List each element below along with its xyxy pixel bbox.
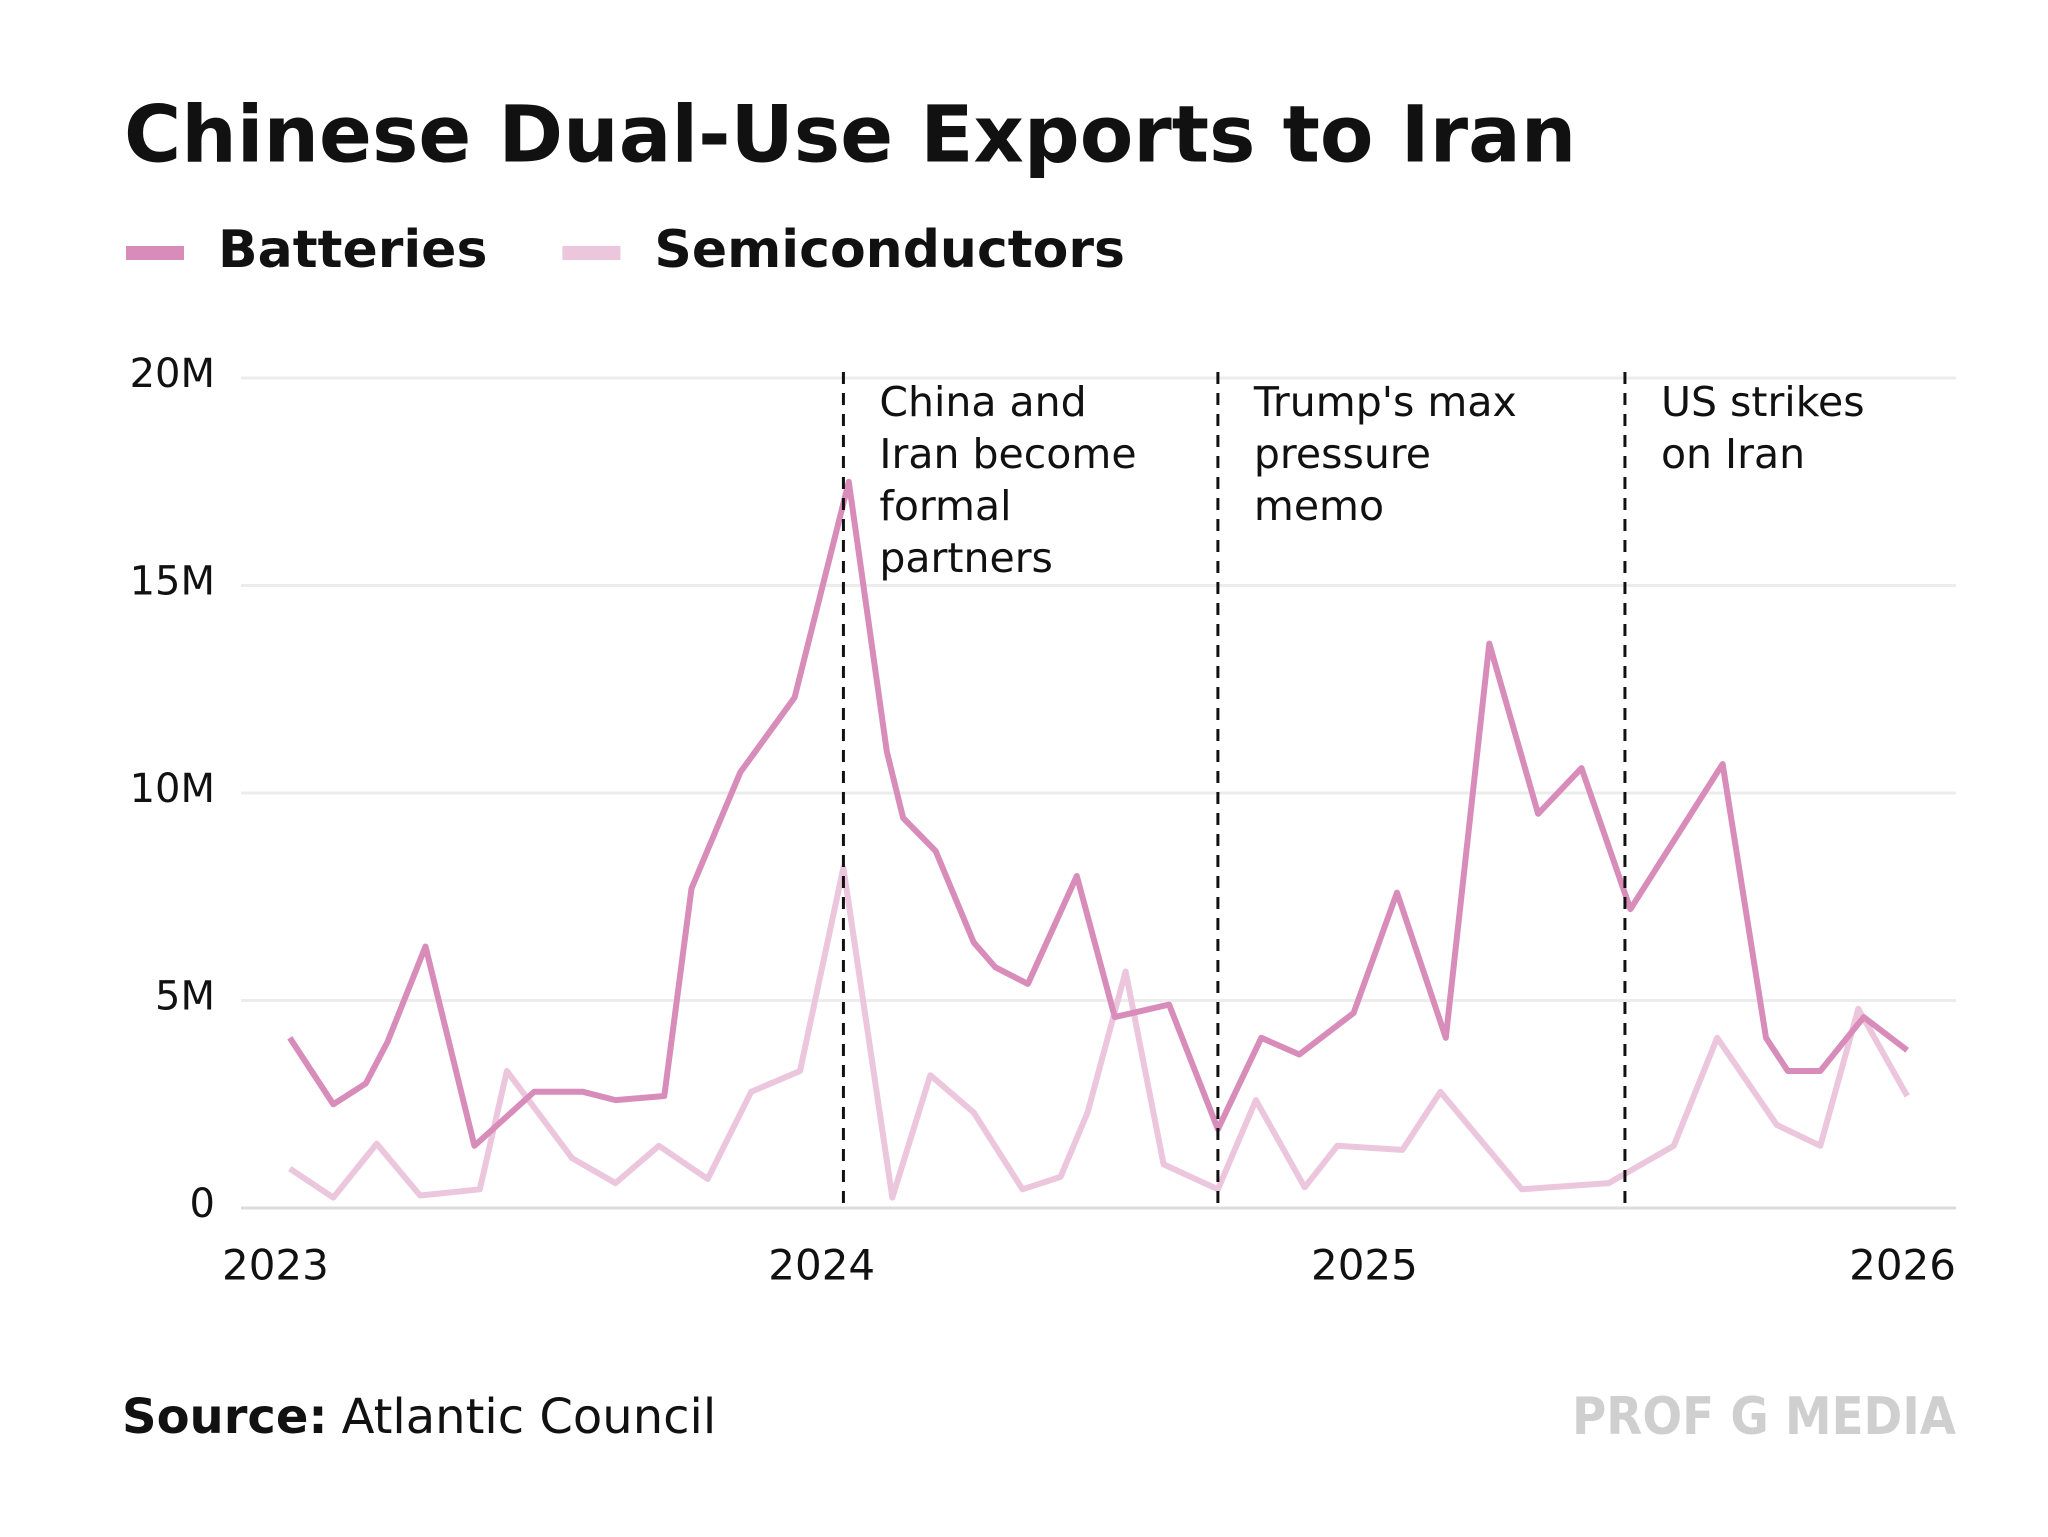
- annotation-text: pressure: [1254, 430, 1431, 478]
- annotation-text: US strikes: [1661, 378, 1865, 426]
- legend-label: Batteries: [218, 220, 487, 280]
- annotation-text: formal: [879, 482, 1011, 530]
- annotation-text: Iran become: [879, 430, 1136, 478]
- chart-title: Chinese Dual-Use Exports to Iran: [124, 90, 1576, 180]
- source: Atlantic Council: [342, 1389, 717, 1445]
- y-tick-label: 5M: [155, 974, 215, 1020]
- y-tick-label: 15M: [130, 559, 215, 605]
- legend-label: Semiconductors: [654, 220, 1125, 280]
- y-tick-label: 20M: [130, 351, 215, 397]
- annotation-text: China and: [879, 378, 1086, 426]
- annotation-text: memo: [1254, 482, 1384, 530]
- y-tick-label: 10M: [130, 766, 215, 812]
- annotation-text: on Iran: [1661, 430, 1805, 478]
- x-tick-label: 2024: [768, 1241, 875, 1290]
- source-label: Source:: [122, 1389, 328, 1445]
- line-semiconductors: [288, 864, 1910, 1201]
- x-tick-label: 2025: [1311, 1241, 1418, 1290]
- x-tick-label: 2026: [1849, 1241, 1956, 1290]
- watermark: PROF G MEDIA: [1572, 1387, 1956, 1447]
- annotation-text: partners: [879, 534, 1053, 582]
- x-tick-label: 2023: [222, 1241, 329, 1290]
- y-tick-label: 0: [190, 1181, 215, 1227]
- line-batteries: [287, 478, 1910, 1149]
- annotation-text: Trump's max: [1253, 378, 1517, 426]
